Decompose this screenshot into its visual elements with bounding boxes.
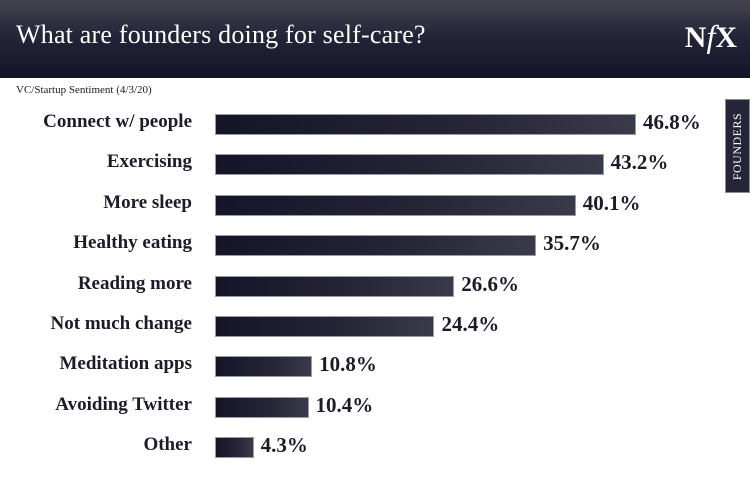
logo-f: f bbox=[706, 18, 715, 54]
bar-value: 10.4% bbox=[315, 392, 374, 417]
header-banner: What are founders doing for self-care? N… bbox=[0, 0, 750, 78]
bar-label: Reading more bbox=[77, 272, 192, 294]
bar-value: 40.1% bbox=[582, 190, 641, 215]
logo-x: X bbox=[715, 21, 737, 54]
bar-value: 24.4% bbox=[441, 312, 500, 336]
bar-row: Other 4.3% bbox=[0, 433, 720, 459]
bar-row: Avoiding Twitter 10.4% bbox=[0, 393, 720, 419]
founders-tag: FOUNDERS bbox=[725, 99, 750, 193]
bar-row: Meditation apps 10.8% bbox=[0, 352, 720, 378]
bar-label: Connect w/ people bbox=[43, 111, 192, 132]
chart-title: What are founders doing for self-care? bbox=[16, 20, 426, 49]
bar-row: Reading more 26.6% bbox=[0, 272, 720, 298]
bar-row: More sleep 40.1% bbox=[0, 191, 720, 217]
bar bbox=[215, 114, 636, 135]
bar-label: Avoiding Twitter bbox=[55, 393, 192, 415]
founders-tag-label: FOUNDERS bbox=[730, 112, 745, 180]
bar-label: Not much change bbox=[50, 313, 192, 334]
bar bbox=[215, 356, 313, 378]
bar-label: More sleep bbox=[103, 191, 192, 213]
bar-value: 26.6% bbox=[461, 271, 520, 296]
bar-value: 35.7% bbox=[543, 231, 601, 256]
bar-value: 10.8% bbox=[319, 352, 377, 377]
bar bbox=[215, 396, 309, 418]
bar-label: Healthy eating bbox=[73, 232, 192, 254]
bar bbox=[215, 154, 604, 176]
bar bbox=[215, 194, 576, 216]
bar bbox=[215, 437, 254, 459]
logo-n: N bbox=[684, 21, 707, 54]
bar bbox=[215, 316, 435, 337]
bar-row: Healthy eating 35.7% bbox=[0, 231, 720, 257]
bar-label: Meditation apps bbox=[59, 353, 193, 375]
bar bbox=[215, 275, 455, 297]
bar-value: 43.2% bbox=[610, 150, 669, 175]
bar bbox=[215, 235, 537, 257]
bar-row: Exercising 43.2% bbox=[0, 150, 720, 176]
bar-row: Connect w/ people 46.8% bbox=[0, 110, 720, 136]
bar-label: Other bbox=[143, 434, 192, 456]
chart-subtitle: VC/Startup Sentiment (4/3/20) bbox=[16, 84, 152, 96]
nfx-logo: NfX bbox=[684, 18, 737, 55]
bar-value: 46.8% bbox=[643, 110, 701, 134]
bar-label: Exercising bbox=[106, 151, 192, 173]
bar-row: Not much change 24.4% bbox=[0, 312, 720, 338]
bar-value: 4.3% bbox=[260, 433, 308, 458]
